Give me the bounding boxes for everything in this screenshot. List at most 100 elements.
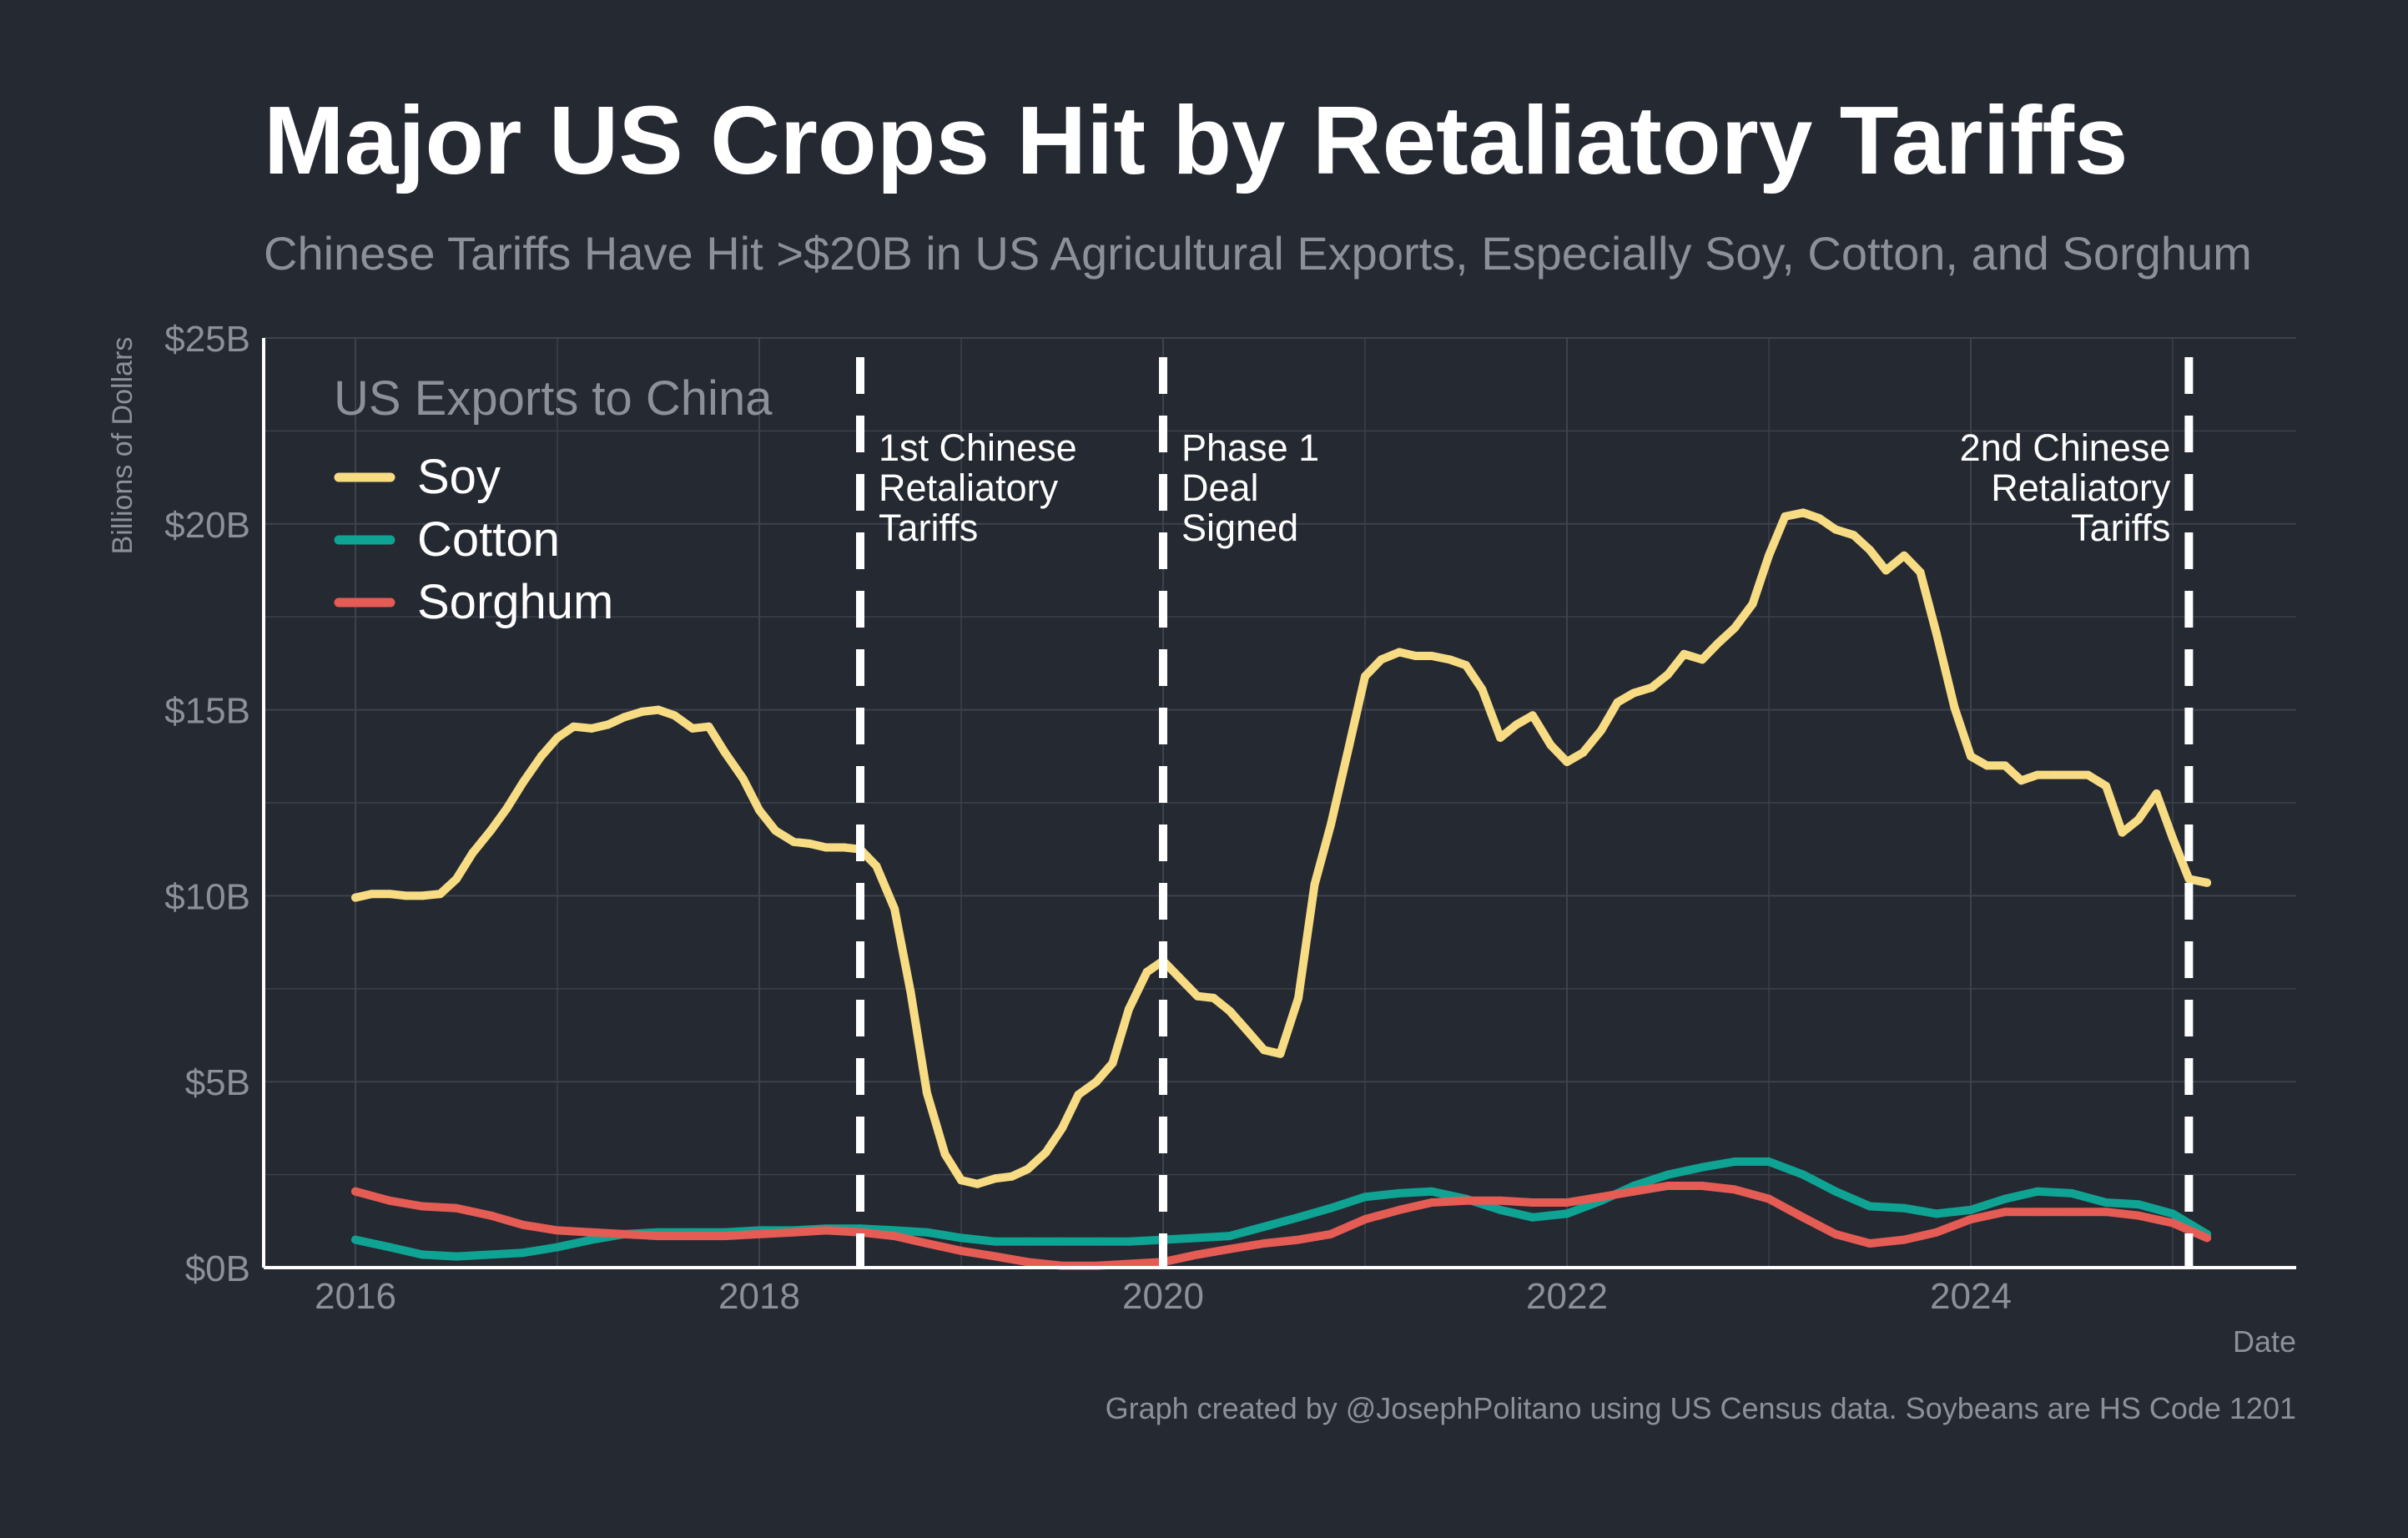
annotation-label: Retaliatory bbox=[1991, 466, 2171, 509]
data-point-soy bbox=[789, 837, 798, 846]
annotation-label: Signed bbox=[1181, 507, 1298, 549]
y-tick-label: $10B bbox=[164, 876, 250, 917]
data-point-soy bbox=[1563, 758, 1571, 766]
data-point-soy bbox=[670, 711, 679, 720]
data-point-soy bbox=[922, 1088, 931, 1097]
data-point-soy bbox=[906, 988, 915, 997]
data-point-sorghum bbox=[1730, 1185, 1739, 1194]
data-point-soy bbox=[957, 1176, 965, 1185]
data-point-sorghum bbox=[1900, 1235, 1909, 1244]
data-point-soy bbox=[1512, 720, 1521, 729]
x-tick-label: 2016 bbox=[315, 1276, 396, 1317]
data-point-sorghum bbox=[1698, 1182, 1707, 1190]
data-point-soy bbox=[468, 849, 477, 858]
data-point-cotton bbox=[1427, 1187, 1436, 1196]
data-point-soy bbox=[1664, 670, 1672, 679]
y-axis-ticks: $0B $5B $10B $15B $20B $25B bbox=[164, 319, 250, 1289]
data-point-cotton bbox=[922, 1228, 931, 1237]
x-axis-ticks: 2016 2018 2020 2022 2024 bbox=[315, 1276, 2012, 1317]
data-point-soy bbox=[1361, 672, 1369, 681]
data-point-sorghum bbox=[922, 1239, 931, 1248]
data-point-cotton bbox=[1831, 1187, 1840, 1196]
data-point-sorghum bbox=[2033, 1208, 2042, 1217]
data-point-soy bbox=[654, 705, 662, 714]
data-point-soy bbox=[1815, 514, 1824, 523]
data-point-cotton bbox=[1563, 1209, 1571, 1218]
data-point-soy bbox=[1411, 652, 1420, 660]
axes bbox=[262, 338, 2296, 1269]
data-point-soy bbox=[1698, 655, 1707, 664]
data-point-sorghum bbox=[587, 1228, 597, 1237]
data-point-soy bbox=[1294, 993, 1303, 1002]
data-point-soy bbox=[2001, 761, 2010, 770]
data-point-sorghum bbox=[1528, 1198, 1537, 1207]
data-point-cotton bbox=[1193, 1233, 1202, 1243]
data-point-soy bbox=[1260, 1046, 1268, 1055]
data-point-soy bbox=[2033, 770, 2042, 779]
data-point-cotton bbox=[1225, 1232, 1234, 1241]
data-point-sorghum bbox=[1462, 1196, 1470, 1205]
data-point-soy bbox=[502, 804, 511, 813]
data-point-soy bbox=[688, 724, 698, 733]
y-tick-label: $25B bbox=[164, 319, 250, 360]
data-point-soy bbox=[385, 890, 395, 899]
data-point-sorghum bbox=[1629, 1187, 1638, 1196]
data-point-soy bbox=[1445, 655, 1454, 664]
data-point-soy bbox=[738, 774, 748, 783]
data-point-soy bbox=[1310, 880, 1319, 889]
data-point-soy bbox=[1781, 512, 1790, 521]
data-point-soy bbox=[1982, 761, 1992, 770]
data-point-soy bbox=[1209, 993, 1218, 1002]
data-point-sorghum bbox=[1866, 1239, 1874, 1248]
data-point-cotton bbox=[1967, 1205, 1975, 1214]
data-point-soy bbox=[1377, 655, 1386, 664]
series-sorghum bbox=[351, 1182, 2212, 1270]
data-point-sorghum bbox=[720, 1232, 729, 1241]
data-point-cotton bbox=[2133, 1200, 2143, 1209]
data-point-soy bbox=[1427, 652, 1436, 660]
data-point-soy bbox=[2203, 878, 2212, 887]
data-point-soy bbox=[720, 748, 729, 757]
data-point-cotton bbox=[1260, 1223, 1268, 1231]
data-point-sorghum bbox=[452, 1203, 461, 1213]
data-point-sorghum bbox=[821, 1226, 830, 1235]
data-point-sorghum bbox=[1664, 1182, 1672, 1190]
data-point-soy bbox=[569, 722, 578, 731]
x-tick-label: 2024 bbox=[1930, 1276, 2012, 1317]
data-point-soy bbox=[1344, 743, 1353, 752]
data-point-cotton bbox=[1395, 1188, 1404, 1198]
data-point-soy bbox=[518, 778, 527, 787]
data-point-soy bbox=[2017, 776, 2026, 785]
data-point-soy bbox=[1613, 698, 1622, 707]
data-point-soy bbox=[1193, 991, 1202, 1001]
data-point-soy bbox=[1326, 820, 1335, 830]
data-point-soy bbox=[771, 826, 780, 835]
data-point-soy bbox=[1092, 1077, 1101, 1087]
data-point-soy bbox=[1799, 508, 1808, 517]
data-point-soy bbox=[1175, 973, 1184, 982]
data-point-soy bbox=[991, 1174, 1000, 1183]
data-point-soy bbox=[452, 875, 461, 884]
data-point-sorghum bbox=[789, 1228, 798, 1237]
data-point-sorghum bbox=[654, 1232, 662, 1241]
data-point-soy bbox=[1967, 752, 1975, 761]
data-point-sorghum bbox=[755, 1229, 763, 1238]
data-point-soy bbox=[1950, 703, 1959, 713]
data-point-cotton bbox=[2033, 1187, 2042, 1196]
data-point-cotton bbox=[1866, 1202, 1874, 1211]
data-point-cotton bbox=[2102, 1198, 2111, 1207]
data-point-cotton bbox=[452, 1252, 461, 1261]
data-point-sorghum bbox=[1496, 1196, 1505, 1205]
data-point-soy bbox=[1714, 638, 1723, 648]
data-point-soy bbox=[1765, 551, 1773, 560]
data-point-cotton bbox=[1058, 1237, 1066, 1246]
data-point-sorghum bbox=[1023, 1258, 1032, 1267]
data-point-soy bbox=[2169, 834, 2177, 843]
data-point-cotton bbox=[1730, 1157, 1739, 1166]
data-point-soy bbox=[1528, 711, 1537, 720]
data-point-soy bbox=[1647, 683, 1656, 692]
data-point-soy bbox=[417, 891, 426, 900]
x-tick-label: 2018 bbox=[718, 1276, 800, 1317]
